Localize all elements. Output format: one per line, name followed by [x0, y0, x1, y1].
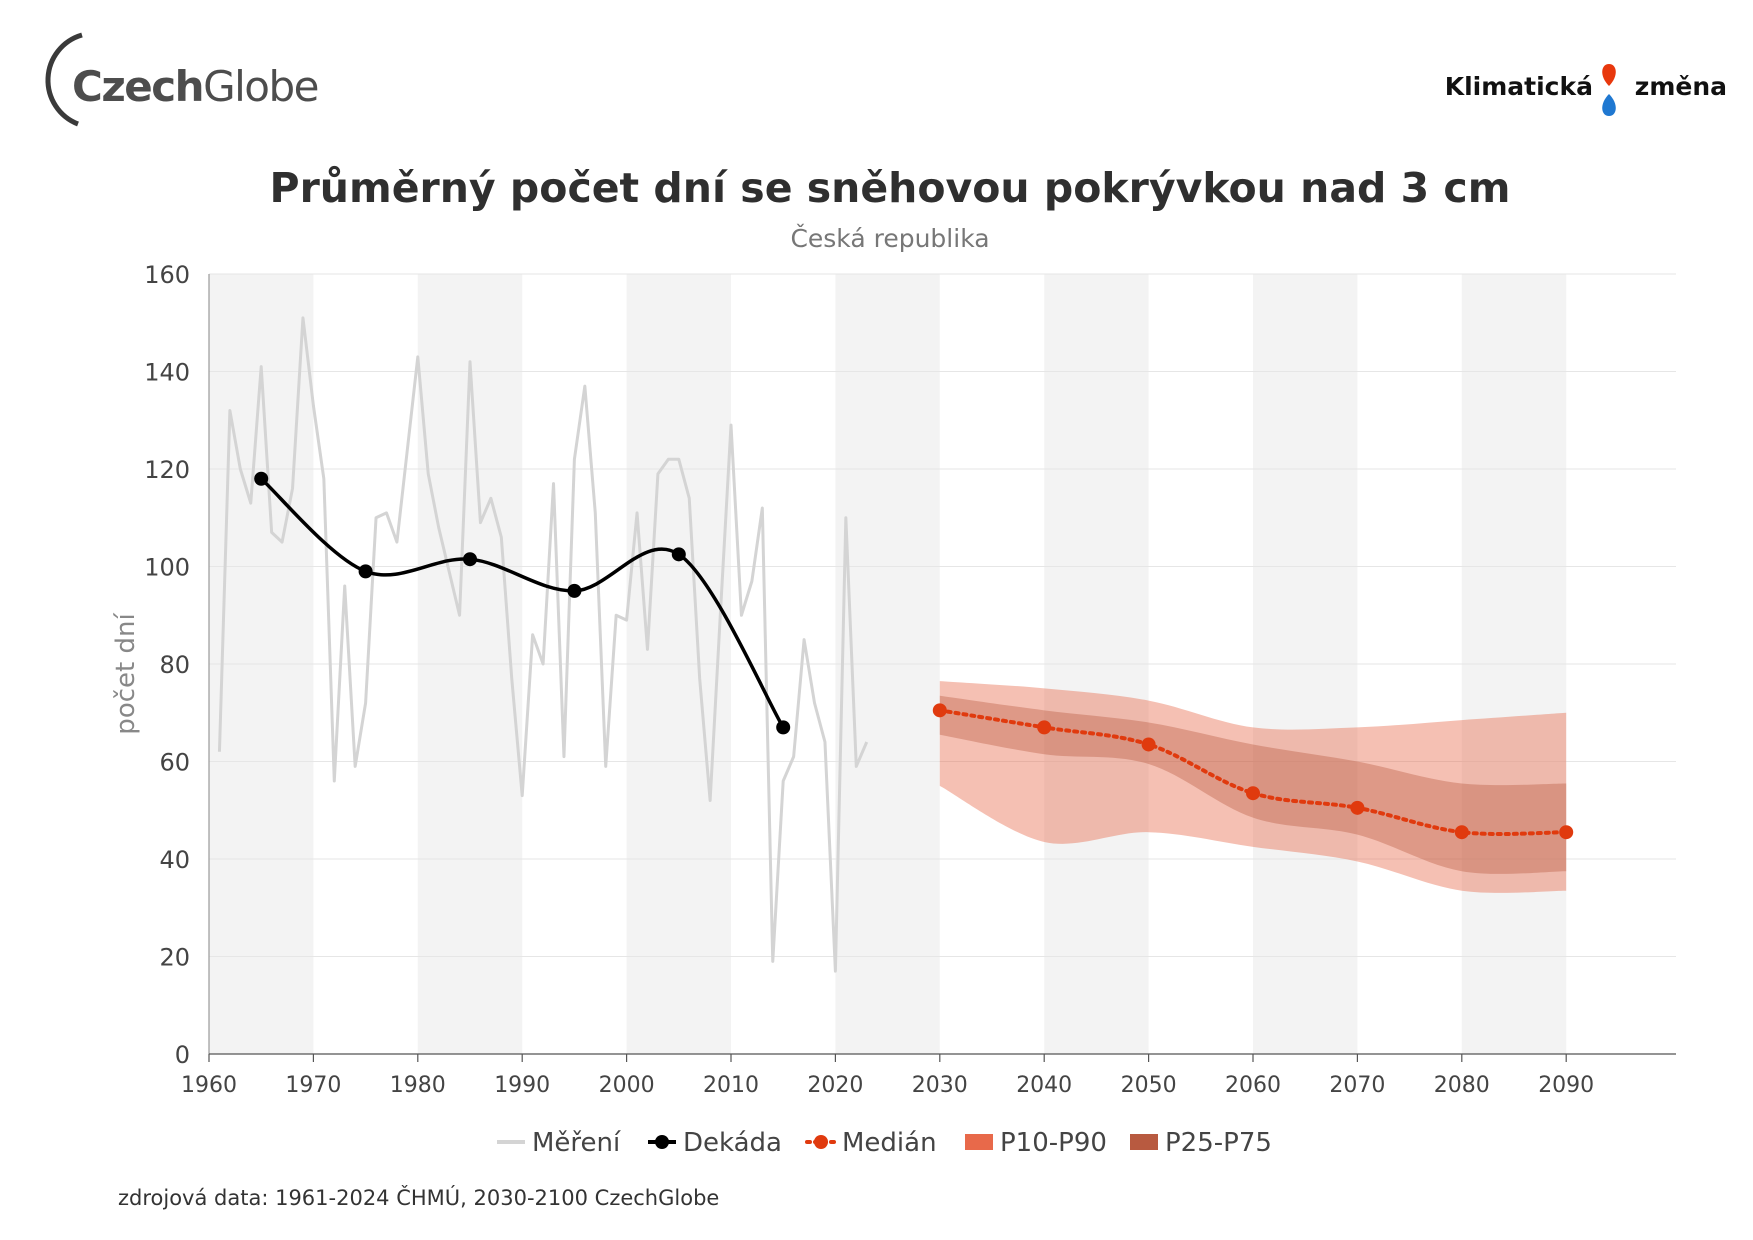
x-tick-label: 2040 [1016, 1073, 1072, 1098]
y-tick-label: 20 [159, 944, 190, 972]
gridlines [209, 273, 1676, 957]
legend-swatch [965, 1134, 993, 1150]
x-tick-label: 2050 [1121, 1073, 1177, 1098]
median-point [1037, 720, 1052, 735]
dekada-point [254, 471, 269, 486]
y-tick-label: 60 [159, 749, 190, 777]
drops-icon [1602, 64, 1616, 116]
x-tick-label: 2010 [703, 1073, 759, 1098]
legend-p25-p75: P25-P75 [1130, 1128, 1272, 1158]
median-point [1454, 825, 1469, 840]
x-tick-label: 2090 [1538, 1073, 1594, 1098]
legend: Měření Dekáda Medián P10-P90 P25-P75 [497, 1128, 1272, 1158]
y-axis-label: počet dní [111, 613, 141, 735]
logo-word-2: změna [1634, 72, 1727, 101]
logo-word-1: Klimatická [1444, 72, 1593, 101]
median-point [932, 703, 947, 718]
median-points [932, 703, 1574, 840]
x-tick-label: 1960 [181, 1073, 237, 1098]
median-point [1350, 800, 1365, 815]
dekada-points [254, 471, 791, 735]
legend-swatch-dot [655, 1135, 669, 1149]
czechglobe-arc-icon [45, 32, 83, 127]
legend-p10-p90: P10-P90 [965, 1128, 1107, 1158]
legend-median: Medián [805, 1128, 937, 1158]
x-tick-label: 2070 [1329, 1073, 1385, 1098]
median-point [1559, 825, 1574, 840]
dekada-point [567, 583, 582, 598]
median-point [1246, 786, 1260, 801]
y-tick-label: 100 [144, 554, 190, 582]
legend-label: Medián [842, 1128, 937, 1158]
x-tick-label: 2000 [599, 1073, 655, 1098]
dekada-point [358, 564, 373, 579]
y-tick-label: 120 [144, 456, 190, 484]
x-tick-labels: 1960 1970 1980 1990 2000 2010 2020 2030 2040 2050… [181, 1054, 1594, 1098]
source-note: zdrojová data: 1961-2024 ČHMÚ, 2030-2100… [118, 1186, 720, 1210]
dekada-point [671, 547, 686, 562]
x-tick-label: 2080 [1434, 1073, 1490, 1098]
legend-mereni: Měření [497, 1128, 621, 1158]
y-tick-label: 40 [159, 846, 190, 874]
legend-dekada: Dekáda [648, 1128, 782, 1158]
czechglobe-wordmark: CzechGlobe [72, 62, 319, 111]
legend-label: Měření [532, 1128, 621, 1158]
p25-p75-band [939, 695, 1567, 874]
x-tick-label: 2060 [1225, 1073, 1281, 1098]
klimaticka-zmena-logo: Klimatická změna [1427, 62, 1727, 118]
legend-label: P10-P90 [1000, 1128, 1107, 1158]
x-tick-label: 1970 [285, 1073, 341, 1098]
x-tick-label: 2030 [912, 1073, 968, 1098]
chart-subtitle: Česká republika [790, 224, 990, 253]
y-tick-label: 0 [175, 1041, 190, 1069]
y-tick-label: 80 [159, 651, 190, 679]
chart-title: Průměrný počet dní se sněhovou pokrývkou… [269, 164, 1511, 212]
czechglobe-logo: CzechGlobe [38, 32, 338, 140]
legend-swatch [1130, 1134, 1158, 1150]
y-tick-label: 140 [144, 359, 190, 387]
legend-swatch-dot [814, 1135, 828, 1149]
series-mereni-line [217, 316, 869, 973]
median-point [1141, 737, 1156, 752]
legend-label: P25-P75 [1165, 1128, 1272, 1158]
x-tick-label: 1980 [390, 1073, 446, 1098]
dekada-point [776, 720, 791, 735]
series-dekada-line [260, 477, 785, 729]
y-tick-labels: 0 20 40 60 80 100 120 140 160 [144, 261, 190, 1069]
x-tick-label: 2020 [807, 1073, 863, 1098]
x-tick-label: 1990 [494, 1073, 550, 1098]
legend-label: Dekáda [683, 1128, 782, 1158]
dekada-point [463, 552, 477, 567]
y-tick-label: 160 [144, 261, 190, 289]
